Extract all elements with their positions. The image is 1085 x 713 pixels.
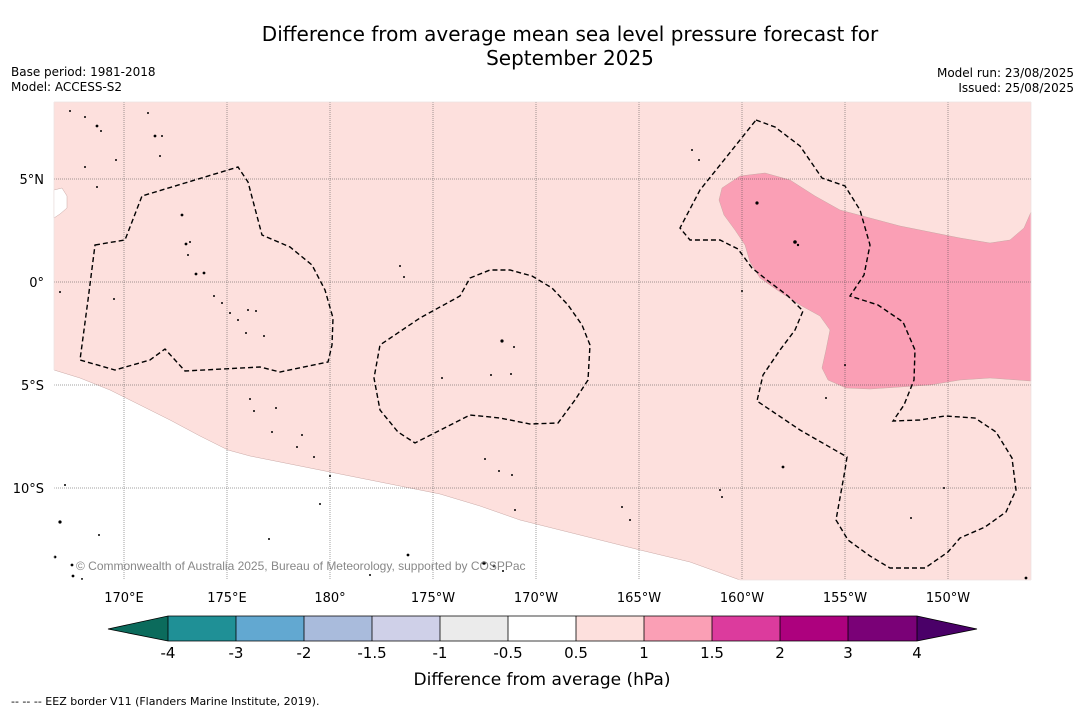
lon-label: 170°E	[104, 591, 144, 606]
colorbar-tick-label: 3	[843, 644, 853, 662]
colorbar-segment	[108, 616, 168, 641]
colorbar-tick-label: 4	[912, 644, 922, 662]
longitude-labels: 170°E 175°E 180° 175°W 170°W 165°W 160°W…	[104, 591, 970, 606]
colorbar-tick-label: -0.5	[493, 644, 522, 662]
eez-borders	[79, 119, 1017, 569]
colorbar-segment	[304, 616, 372, 641]
lon-label: 175°E	[207, 591, 247, 606]
lat-label: 0°	[29, 276, 44, 291]
map-frame	[53, 101, 1032, 581]
model-label: Model: ACCESS-S2	[11, 80, 123, 94]
colorbar-segment	[508, 616, 576, 641]
lat-label: 10°S	[13, 482, 44, 497]
chart-title-line1: Difference from average mean sea level p…	[261, 22, 879, 46]
lat-label: 5°S	[21, 379, 44, 394]
colorbar-segment	[372, 616, 440, 641]
colorbar-segment	[644, 616, 712, 641]
colorbar-tick-label: -3	[229, 644, 244, 662]
eez-border-east	[679, 119, 1017, 569]
colorbar-tick-labels: -4 -3 -2 -1.5 -1 -0.5 0.5 1 1.5 2 3 4	[161, 644, 922, 662]
base-period-label: Base period: 1981-2018	[11, 65, 156, 79]
copyright-text: © Commonwealth of Australia 2025, Bureau…	[76, 559, 526, 573]
colorbar-segment	[576, 616, 644, 641]
colorbar-tick-label: 0.5	[564, 644, 588, 662]
issued-label: Issued: 25/08/2025	[958, 81, 1074, 95]
colorbar-segment	[712, 616, 780, 641]
colorbar-title: Difference from average (hPa)	[414, 670, 671, 690]
chart-title-line2: September 2025	[486, 46, 654, 70]
colorbar-tick-label: -1.5	[357, 644, 386, 662]
colorbar-tick-label: 2	[775, 644, 785, 662]
lon-label: 150°W	[926, 591, 970, 606]
lon-label: 165°W	[617, 591, 661, 606]
colorbar-tick-label: -1	[433, 644, 448, 662]
eez-border-central	[373, 269, 591, 444]
model-run-label: Model run: 23/08/2025	[936, 66, 1074, 80]
eez-border-west	[79, 166, 334, 373]
chart-title: Difference from average mean sea level p…	[0, 22, 1085, 70]
colorbar: -4 -3 -2 -1.5 -1 -0.5 0.5 1 1.5 2 3 4 Di…	[107, 615, 978, 690]
colorbar-segment	[168, 616, 236, 641]
meta-left: Base period: 1981-2018 Model: ACCESS-S2	[11, 65, 156, 95]
lat-label: 5°N	[20, 173, 45, 188]
colorbar-segment	[917, 616, 977, 641]
latitude-labels: 5°N 0° 5°S 10°S	[13, 173, 44, 497]
eez-legend: -- -- -- EEZ border V11 (Flanders Marine…	[11, 695, 320, 708]
meta-right: Model run: 23/08/2025 Issued: 25/08/2025	[937, 66, 1074, 96]
colorbar-segment	[440, 616, 508, 641]
colorbar-tick-label: -2	[297, 644, 312, 662]
lon-label: 180°	[314, 591, 345, 606]
lon-label: 170°W	[514, 591, 558, 606]
colorbar-segment	[848, 616, 917, 641]
lon-label: 160°W	[720, 591, 764, 606]
colorbar-segment	[780, 616, 848, 641]
colorbar-tick-label: -4	[161, 644, 176, 662]
lon-label: 175°W	[411, 591, 455, 606]
lon-label: 155°W	[823, 591, 867, 606]
colorbar-tick-label: 1.5	[700, 644, 724, 662]
colorbar-segment	[236, 616, 304, 641]
islands	[53, 110, 1028, 580]
colorbar-tick-label: 1	[639, 644, 649, 662]
